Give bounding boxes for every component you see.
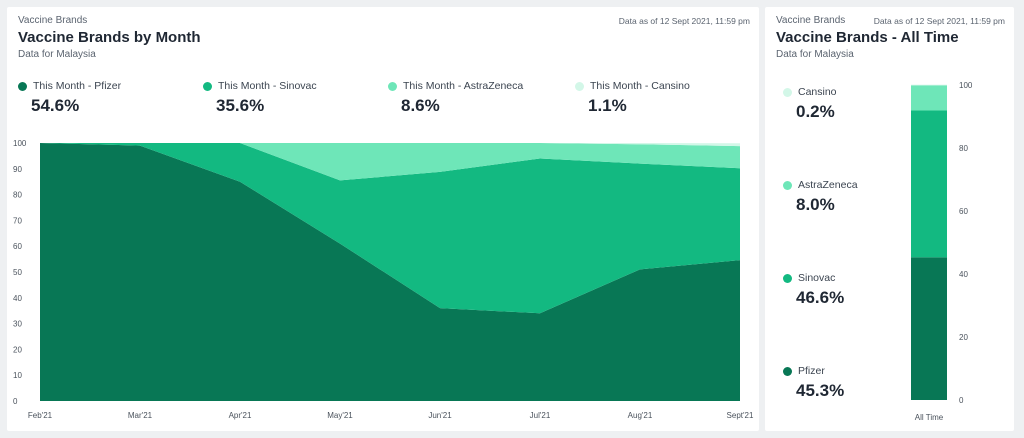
stat-value: 46.6%: [796, 288, 845, 307]
alltime-stacked-bar-chart: 0 20 40 60 80 100 All Time: [911, 81, 973, 422]
stat-value: 1.1%: [588, 96, 627, 115]
y-tick-label: 80: [13, 191, 22, 200]
x-tick-label: All Time: [915, 413, 944, 422]
data-as-of: Data as of 12 Sept 2021, 11:59 pm: [618, 16, 750, 26]
area-series-this-month-sinovac: [40, 143, 740, 314]
y-tick-label: 50: [13, 268, 22, 277]
stat-label: This Month - Sinovac: [218, 80, 317, 92]
chart-title: Vaccine Brands - All Time: [776, 29, 959, 46]
y-tick-label: 20: [13, 345, 22, 354]
stat-label: This Month - AstraZeneca: [403, 80, 524, 92]
chart-subtitle: Data for Malaysia: [776, 49, 854, 60]
chart-subtitle: Data for Malaysia: [18, 49, 96, 60]
stat-label: This Month - Cansino: [590, 80, 690, 92]
stat-sinovac: This Month - Sinovac 35.6%: [203, 80, 317, 116]
stat-label: Sinovac: [798, 272, 836, 284]
stat-label: Cansino: [798, 86, 837, 98]
alltime-brands-card: Vaccine Brands Data as of 12 Sept 2021, …: [765, 7, 1014, 431]
x-tick-label: Jun'21: [428, 411, 452, 420]
y-tick-label: 60: [13, 242, 22, 251]
y-tick-label: 60: [959, 207, 968, 216]
y-tick-label: 40: [13, 294, 22, 303]
stat-sinovac: Sinovac 46.6%: [783, 272, 844, 308]
bar-segment-sinovac: [911, 110, 947, 258]
y-tick-label: 100: [959, 81, 973, 90]
y-tick-label: 0: [13, 397, 18, 406]
x-tick-label: Jul'21: [530, 411, 551, 420]
card-eyebrow: Vaccine Brands: [18, 15, 88, 26]
area-series-this-month-pfizer: [40, 143, 740, 401]
x-tick-label: May'21: [327, 411, 353, 420]
y-tick-label: 10: [13, 371, 22, 380]
legend-dot: [203, 81, 212, 91]
stat-astrazeneca: This Month - AstraZeneca 8.6%: [388, 80, 523, 116]
stat-value: 35.6%: [216, 96, 265, 115]
card-eyebrow: Vaccine Brands: [776, 15, 846, 26]
stat-cansino: Cansino 0.2%: [783, 86, 837, 122]
stat-astrazeneca: AstraZeneca 8.0%: [783, 179, 858, 215]
area-series-this-month-cansino: [40, 143, 740, 147]
bar-segment-pfizer: [911, 257, 947, 400]
legend-dot: [783, 273, 792, 283]
chart-title: Vaccine Brands by Month: [18, 29, 201, 46]
stat-value: 8.0%: [796, 195, 835, 214]
x-tick-label: Aug'21: [628, 411, 653, 420]
stat-pfizer: This Month - Pfizer 54.6%: [18, 80, 121, 116]
stat-pfizer: Pfizer 45.3%: [783, 365, 844, 401]
x-tick-label: Mar'21: [128, 411, 153, 420]
monthly-brands-card: Vaccine Brands Data as of 12 Sept 2021, …: [7, 7, 759, 431]
y-tick-label: 0: [959, 396, 964, 405]
legend-dot: [18, 81, 27, 91]
legend-dot: [783, 366, 792, 376]
legend-dot: [783, 180, 792, 190]
y-tick-label: 100: [13, 139, 27, 148]
stat-cansino: This Month - Cansino 1.1%: [575, 80, 690, 116]
data-as-of: Data as of 12 Sept 2021, 11:59 pm: [873, 16, 1005, 26]
monthly-area-chart: 0 10 20 30 40 50 60 70 80 90 100 Feb'21 Mar'21 Apr'21…: [13, 139, 754, 420]
bar-segment-cansino: [911, 84, 947, 86]
x-tick-label: Feb'21: [28, 411, 53, 420]
legend-dot: [575, 81, 584, 91]
y-tick-label: 70: [13, 216, 22, 225]
y-tick-label: 90: [13, 165, 22, 174]
stat-value: 54.6%: [31, 96, 80, 115]
stat-label: AstraZeneca: [798, 179, 858, 191]
stat-value: 45.3%: [796, 381, 845, 400]
y-tick-label: 30: [13, 320, 22, 329]
y-tick-label: 20: [959, 333, 968, 342]
stat-value: 8.6%: [401, 96, 440, 115]
stat-label: Pfizer: [798, 365, 825, 377]
legend-dot: [388, 81, 397, 91]
stat-value: 0.2%: [796, 102, 835, 121]
x-tick-label: Sept'21: [727, 411, 754, 420]
x-tick-label: Apr'21: [229, 411, 252, 420]
stat-label: This Month - Pfizer: [33, 80, 122, 92]
y-tick-label: 80: [959, 144, 968, 153]
area-series-this-month-astrazeneca: [40, 143, 740, 181]
y-tick-label: 40: [959, 270, 968, 279]
legend-dot: [783, 87, 792, 97]
bar-segment-astrazeneca: [911, 85, 947, 111]
